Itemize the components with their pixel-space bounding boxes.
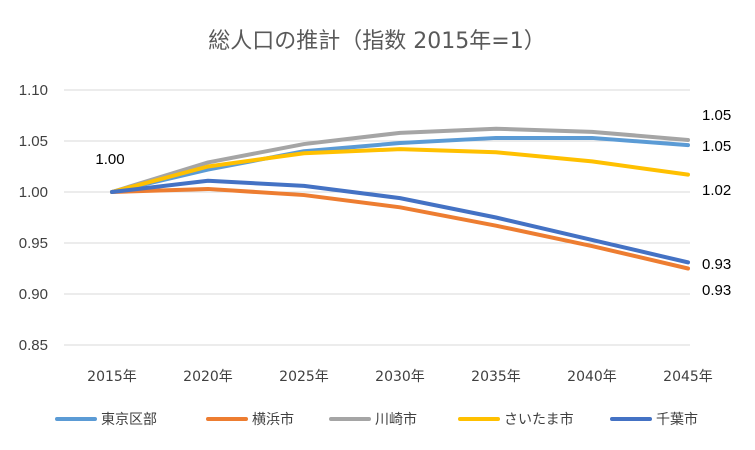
y-tick-label: 1.10 <box>19 82 48 99</box>
data-point <box>398 141 402 145</box>
start-data-label: 1.00 <box>95 151 124 168</box>
data-point <box>686 267 690 270</box>
y-axis-ticks: 0.85 0.90 0.95 1.00 1.05 1.10 <box>19 82 48 354</box>
data-point <box>590 238 594 242</box>
data-point <box>206 168 210 172</box>
end-data-label: 1.05 <box>702 107 731 124</box>
series-line-1 <box>110 186 690 271</box>
data-point <box>302 142 306 146</box>
legend-label: さいたま市 <box>504 411 574 428</box>
legend-label: 川崎市 <box>375 411 417 428</box>
data-point <box>398 196 402 200</box>
data-point <box>494 216 498 219</box>
data-point <box>398 205 402 209</box>
x-tick-label: 2025年 <box>279 369 329 385</box>
end-data-label: 1.05 <box>702 138 731 155</box>
y-tick-label: 0.85 <box>19 337 48 354</box>
data-point <box>590 136 594 140</box>
data-point <box>206 179 210 183</box>
legend-label: 千葉市 <box>656 411 698 428</box>
x-tick-label: 2045年 <box>663 369 713 385</box>
x-axis-ticks: 2015年 2020年 2025年 2030年 2035年 2040年 2045年 <box>87 369 713 385</box>
data-point <box>494 224 498 228</box>
chart-title: 総人口の推計（指数 2015年=1） <box>208 29 545 54</box>
data-point <box>686 143 690 147</box>
series-lines <box>110 126 690 271</box>
data-point <box>494 150 498 154</box>
end-data-label: 0.93 <box>702 256 731 273</box>
data-point <box>206 165 210 168</box>
data-point <box>590 130 594 134</box>
data-point <box>686 173 690 177</box>
data-point <box>494 136 498 140</box>
data-point <box>590 244 594 248</box>
legend-label: 横浜市 <box>252 411 294 428</box>
data-point <box>110 190 114 194</box>
data-point <box>206 187 210 191</box>
data-point <box>302 184 306 188</box>
data-point <box>206 160 210 164</box>
end-data-label: 1.02 <box>702 182 731 199</box>
data-point <box>302 193 306 197</box>
end-data-label: 0.93 <box>702 282 731 299</box>
legend-label: 東京区部 <box>101 412 157 428</box>
legend: 東京区部 横浜市 川崎市 さいたま市 千葉市 <box>55 411 698 428</box>
y-tick-label: 0.95 <box>19 235 48 252</box>
series-line-3 <box>110 147 690 194</box>
data-point <box>590 159 594 163</box>
data-point <box>398 131 402 135</box>
y-tick-label: 1.05 <box>19 133 48 150</box>
x-tick-label: 2030年 <box>375 369 425 385</box>
x-tick-label: 2040年 <box>567 369 617 385</box>
data-point <box>302 151 306 155</box>
data-point <box>686 138 690 142</box>
data-point <box>686 260 690 264</box>
gridlines <box>64 89 690 346</box>
data-point <box>494 127 498 131</box>
x-tick-label: 2035年 <box>471 369 521 385</box>
y-tick-label: 0.90 <box>19 286 48 303</box>
x-tick-label: 2015年 <box>87 369 137 385</box>
data-point <box>398 147 402 151</box>
data-labels: 1.00 1.05 0.93 1.05 1.02 0.93 <box>95 107 731 299</box>
y-tick-label: 1.00 <box>19 184 48 201</box>
x-tick-label: 2020年 <box>183 369 233 385</box>
